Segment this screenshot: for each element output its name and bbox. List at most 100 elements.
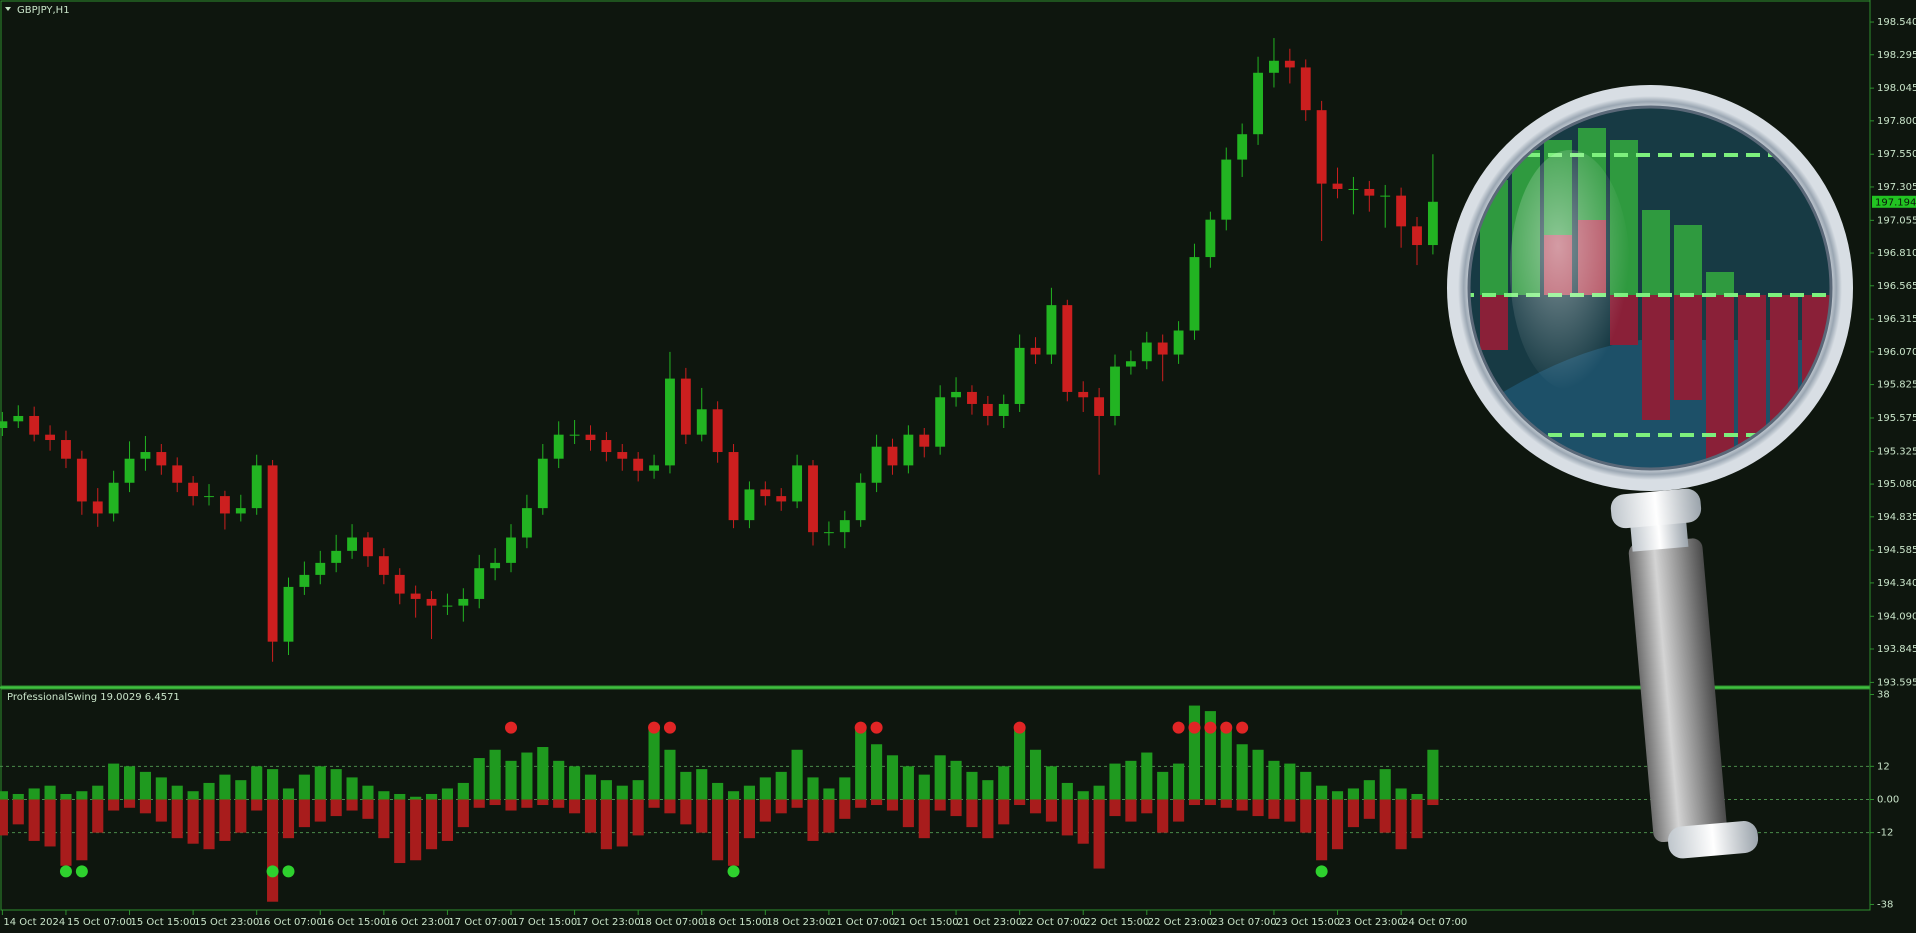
histogram-bar <box>902 766 914 800</box>
histogram-bar <box>1236 744 1248 800</box>
symbol-title: GBPJPY,H1 <box>17 5 70 16</box>
histogram-bar <box>410 799 422 861</box>
y-tick-label: 196.565 <box>1877 281 1916 292</box>
signal-dot <box>59 865 72 878</box>
histogram-bar <box>521 752 533 800</box>
x-tick-label: 21 Oct 23:00 <box>957 917 1022 928</box>
histogram-bar <box>632 780 644 800</box>
y-tick-label: 194.090 <box>1877 611 1916 622</box>
histogram-bar <box>76 791 88 800</box>
histogram-bar <box>791 799 803 808</box>
histogram-bar <box>0 799 8 836</box>
histogram-bar <box>1173 763 1185 800</box>
candle-body <box>1062 305 1073 392</box>
histogram-bar <box>1284 799 1296 822</box>
y-tick-label: 198.295 <box>1877 50 1916 61</box>
histogram-bar <box>251 766 263 800</box>
histogram-bar <box>1141 799 1153 814</box>
candle-body <box>378 556 389 575</box>
histogram-bar <box>425 793 438 800</box>
histogram-bar <box>950 799 962 817</box>
histogram-bar <box>1157 799 1169 833</box>
y-tick-label: 194.585 <box>1877 545 1916 556</box>
histogram-bar <box>1109 799 1121 817</box>
candle-body <box>347 537 357 551</box>
indicator-title: ProfessionalSwing 19.0029 6.4571 <box>7 692 180 703</box>
histogram-bar <box>998 766 1010 800</box>
histogram-bar <box>775 771 787 800</box>
histogram-bar <box>1363 780 1375 800</box>
histogram-bar <box>839 799 851 819</box>
histogram-bar <box>60 793 72 800</box>
histogram-bar <box>219 774 231 800</box>
histogram-bar <box>28 799 40 841</box>
y-tick-label: 195.575 <box>1877 413 1916 424</box>
x-tick-label: 22 Oct 15:00 <box>1084 917 1149 928</box>
x-tick-label: 16 Oct 15:00 <box>321 917 386 928</box>
candle-body <box>1412 226 1422 246</box>
histogram-bar <box>918 774 930 800</box>
candle-body <box>1396 195 1407 227</box>
histogram-bar <box>871 799 883 806</box>
histogram-bar <box>680 771 692 800</box>
x-tick-label: 14 Oct 2024 <box>3 917 65 928</box>
histogram-bar <box>1268 799 1280 819</box>
x-tick-label: 23 Oct 07:00 <box>1211 917 1276 928</box>
histogram-bar <box>92 799 104 833</box>
signal-dot <box>266 865 279 878</box>
histogram-bar <box>489 749 501 800</box>
candle-body <box>1157 342 1168 355</box>
histogram-bar <box>108 763 120 800</box>
candle-body <box>1253 72 1263 135</box>
candle-body <box>29 415 40 435</box>
candle-body <box>92 501 103 514</box>
histogram-bar <box>1077 791 1089 800</box>
candle-body <box>1125 361 1136 367</box>
histogram-bar <box>171 785 183 800</box>
histogram-bar <box>314 799 326 822</box>
candle-body <box>251 465 262 509</box>
candle-body <box>1030 347 1041 355</box>
histogram-bar <box>346 799 358 811</box>
candle-body <box>1237 134 1248 160</box>
histogram-bar <box>743 785 755 800</box>
histogram-bar <box>282 799 295 839</box>
candle-body <box>315 562 326 575</box>
histogram-bar <box>632 799 644 836</box>
histogram-bar <box>1157 771 1169 800</box>
histogram-bar <box>108 799 120 811</box>
histogram-bar <box>1411 799 1423 839</box>
histogram-bar <box>1014 799 1026 806</box>
candle-body <box>235 508 246 514</box>
histogram-bar <box>394 799 406 864</box>
candle-body <box>1332 183 1343 189</box>
magnifier <box>1447 85 1853 859</box>
current-price-box <box>1872 195 1916 208</box>
histogram-bar <box>1252 749 1264 800</box>
x-tick-label: 21 Oct 15:00 <box>893 917 958 928</box>
candle-body <box>537 458 548 509</box>
x-tick-label: 17 Oct 23:00 <box>576 917 641 928</box>
candle-body <box>633 458 644 471</box>
histogram-bar <box>918 799 930 839</box>
candle-body <box>1221 159 1232 220</box>
histogram-bar <box>123 799 136 808</box>
candle-body <box>951 391 961 398</box>
x-tick-label: 17 Oct 15:00 <box>512 917 577 928</box>
candle-body <box>490 562 501 569</box>
x-tick-label: 15 Oct 07:00 <box>67 917 132 928</box>
histogram-bar <box>1220 799 1232 808</box>
histogram-bar <box>1029 799 1042 814</box>
handle-collar <box>1610 488 1702 529</box>
histogram-bar <box>346 777 358 800</box>
signal-dot <box>1013 721 1026 734</box>
histogram-bar <box>934 755 946 800</box>
y-tick-label: 196.070 <box>1877 347 1916 358</box>
y-tick-label: -38 <box>1877 899 1893 910</box>
histogram-bar <box>886 755 899 800</box>
y-tick-label: 195.825 <box>1877 380 1916 391</box>
signal-dot <box>1172 721 1185 734</box>
histogram-bar <box>1363 799 1375 819</box>
histogram-bar <box>886 799 899 811</box>
y-tick-label: 38 <box>1877 690 1890 701</box>
